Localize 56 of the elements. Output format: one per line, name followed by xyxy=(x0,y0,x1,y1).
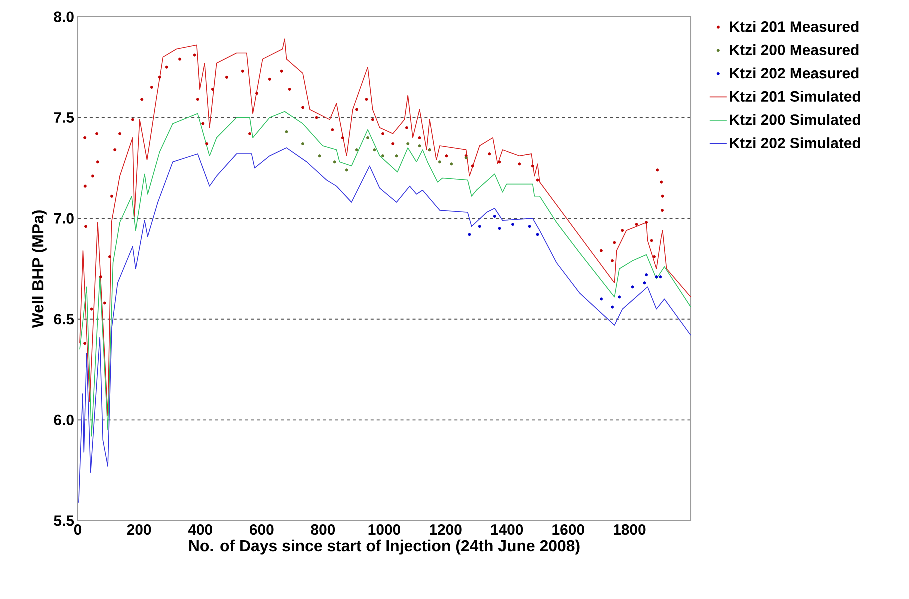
y-tick-label: 8.0 xyxy=(54,12,74,22)
point xyxy=(468,233,472,236)
y-axis-title: Well BHP (MPa) xyxy=(32,210,47,328)
point xyxy=(318,154,322,158)
x-tick-label: 1600 xyxy=(552,524,584,536)
point xyxy=(355,148,358,152)
x-tick-label: 200 xyxy=(127,524,152,536)
point xyxy=(285,130,288,134)
point xyxy=(418,144,422,148)
x-tick-label: 800 xyxy=(311,524,336,536)
point xyxy=(395,154,398,158)
legend-label: Ktzi 202 Simulated xyxy=(730,138,860,149)
x-tick-label: 400 xyxy=(188,524,212,536)
point xyxy=(659,276,662,279)
line-series xyxy=(80,38,692,417)
point xyxy=(631,286,634,289)
legend-label: Ktzi 201 Simulated xyxy=(730,91,860,102)
x-tick-label: 600 xyxy=(250,524,274,536)
line-series xyxy=(80,111,692,437)
x-axis-title: No. of Days since start of Injection (24th June 2008) xyxy=(190,540,580,555)
x-tick-label: 1200 xyxy=(430,524,462,536)
legend-label: Ktzi 200 Simulated xyxy=(730,114,860,126)
point xyxy=(645,274,648,277)
point xyxy=(611,306,614,309)
point xyxy=(643,282,646,285)
x-tick-label: 1400 xyxy=(491,524,524,536)
point xyxy=(366,136,370,140)
legend-label: Ktzi 200 Measured xyxy=(730,44,859,56)
point xyxy=(345,168,348,172)
point xyxy=(493,215,496,218)
point xyxy=(406,142,410,146)
point xyxy=(536,233,540,236)
legend-label: Ktzi 201 Measured xyxy=(730,21,859,32)
point xyxy=(478,225,482,228)
point xyxy=(511,223,514,226)
point xyxy=(655,276,658,279)
point xyxy=(618,296,622,299)
point xyxy=(450,162,454,166)
point xyxy=(498,227,502,230)
y-tick-label: 6.0 xyxy=(54,414,74,426)
point xyxy=(301,142,304,146)
point xyxy=(600,298,604,301)
point xyxy=(381,154,384,158)
y-tick-label: 5.5 xyxy=(54,516,74,526)
point xyxy=(528,225,532,228)
x-tick-label: 1800 xyxy=(614,524,646,536)
x-tick-label: 0 xyxy=(74,524,82,536)
y-tick-label: 7.5 xyxy=(54,112,74,123)
y-tick-label: 6.5 xyxy=(54,314,74,325)
point xyxy=(333,160,336,164)
x-tick-label: 1000 xyxy=(368,524,400,536)
point xyxy=(373,148,376,152)
y-tick-label: 7.0 xyxy=(54,213,74,224)
line-series xyxy=(78,148,692,504)
point xyxy=(438,160,442,164)
legend-label: Ktzi 202 Measured xyxy=(730,68,859,79)
